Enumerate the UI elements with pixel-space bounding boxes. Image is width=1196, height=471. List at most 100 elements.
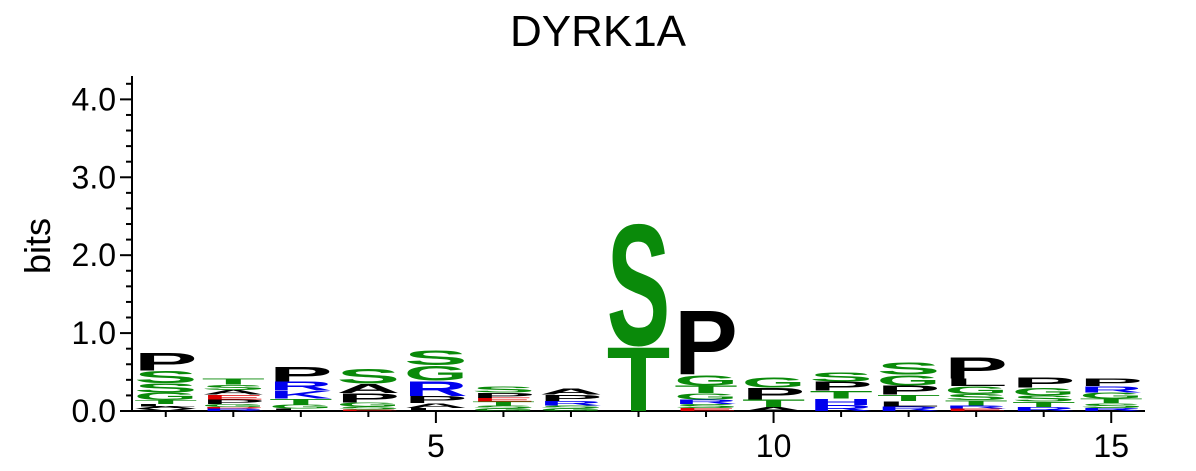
- logo-letter-G: G: [742, 374, 805, 391]
- logo-letter-R: R: [877, 405, 940, 412]
- logo-letter-G: G: [674, 372, 737, 389]
- y-tick-label: 3.0: [72, 159, 116, 195]
- logo-letter-S: S: [337, 406, 400, 411]
- logo-letter-R: R: [674, 398, 737, 405]
- logo-letter-P: P: [1079, 376, 1142, 388]
- logo-letter-P: P: [944, 351, 1007, 385]
- logo-letter-G: G: [1079, 391, 1142, 401]
- logo-letter-P: P: [337, 391, 400, 405]
- logo-letter-V: V: [134, 408, 198, 412]
- logo-letter-G: G: [337, 402, 400, 408]
- logo-letter-T: T: [134, 399, 198, 405]
- logo-letter-A: A: [742, 406, 805, 412]
- logo-letter-G: G: [202, 403, 265, 408]
- logo-letter-T: T: [202, 377, 265, 387]
- x-tick-label: 10: [756, 428, 792, 464]
- logo-letter-E: E: [202, 394, 265, 401]
- y-tick-label: 2.0: [72, 237, 116, 273]
- y-tick-label: 4.0: [72, 81, 116, 117]
- logo-letter-P: P: [134, 348, 197, 376]
- logo-letter-G: G: [134, 390, 197, 402]
- logo-letter-L: L: [269, 408, 332, 412]
- logo-letter-S: S: [809, 370, 872, 384]
- logo-letter-S: S: [134, 368, 197, 387]
- logo-letter-S: S: [472, 405, 535, 410]
- logo-letter-T: T: [269, 397, 332, 407]
- logo-letter-D: D: [202, 407, 265, 409]
- logo-letter-G: G: [944, 384, 1007, 396]
- logo-letter-T: T: [1012, 400, 1075, 409]
- logo-letter-R: R: [404, 377, 467, 401]
- logo-letter-P: P: [674, 291, 737, 394]
- logo-letter-S: S: [134, 381, 197, 395]
- logo-letter-G: G: [539, 408, 602, 412]
- logo-letter-S: S: [877, 359, 940, 378]
- logo-letter-T: T: [674, 383, 737, 395]
- x-tick-label: 15: [1093, 428, 1129, 464]
- logo-letter-R: R: [809, 403, 872, 413]
- letters-layer: VALTGSSPRDGPEASTLGTKRPESGPASLAPRGSGSTEPS…: [134, 189, 1143, 431]
- logo-letter-E: E: [472, 397, 535, 403]
- logo-letter-A: A: [134, 406, 197, 410]
- logo-letter-P: P: [269, 362, 332, 386]
- logo-letter-T: T: [809, 389, 872, 401]
- logo-letter-R: R: [944, 405, 1007, 410]
- logo-letter-T: T: [877, 393, 940, 403]
- logo-letter-G: G: [472, 408, 535, 412]
- logo-letter-G: G: [877, 372, 940, 389]
- logo-letter-P: P: [404, 395, 467, 406]
- logo-letter-S: S: [472, 385, 535, 395]
- logo-letter-L: L: [404, 407, 467, 412]
- logo-letter-S: S: [607, 189, 670, 382]
- logo-letter-S: S: [1012, 394, 1075, 404]
- logo-letter-L: L: [877, 399, 940, 408]
- y-axis-label: bits: [17, 218, 58, 274]
- logo-letter-P: P: [472, 391, 535, 399]
- logo-letter-L: L: [944, 376, 1007, 388]
- logo-letter-R: R: [1012, 406, 1075, 412]
- logo-letter-A: A: [404, 402, 467, 409]
- logo-letter-P: P: [1012, 374, 1075, 391]
- logo-letter-S: S: [944, 392, 1007, 402]
- x-tick-label: 5: [427, 428, 445, 464]
- logo-letter-A: A: [202, 389, 265, 396]
- logo-letter-R: R: [539, 400, 602, 407]
- logo-letter-S: S: [674, 403, 737, 409]
- chart-title: DYRK1A: [510, 7, 687, 56]
- logo-letter-S: S: [404, 346, 467, 370]
- logo-letter-S: S: [1079, 402, 1142, 409]
- logo-letter-E: E: [337, 409, 400, 411]
- logo-letter-G: G: [404, 361, 467, 385]
- logo-letter-S: S: [202, 383, 265, 391]
- logo-letter-T: T: [607, 328, 670, 431]
- logo-letter-A: A: [539, 387, 602, 397]
- axes-layer: 0.0 1.0 2.0 3.0 4.0 5 10 15: [72, 76, 1145, 464]
- logo-letter-R: R: [202, 408, 265, 412]
- logo-letter-T: T: [944, 399, 1007, 408]
- logo-letter-T: T: [742, 397, 805, 409]
- logo-letter-S: S: [337, 364, 400, 388]
- logo-letter-R: R: [1079, 407, 1142, 412]
- logo-letter-L: L: [134, 403, 197, 407]
- logo-letter-E: E: [674, 407, 737, 412]
- logo-letter-R: R: [1080, 385, 1143, 395]
- logo-letter-T: T: [472, 401, 536, 407]
- logo-letter-P: P: [877, 383, 940, 397]
- logo-letter-G: G: [1012, 386, 1075, 398]
- logo-letter-P: P: [742, 385, 805, 403]
- logo-letter-P: P: [539, 393, 602, 403]
- logo-letter-K: K: [269, 389, 332, 401]
- y-tick-label: 0.0: [72, 393, 116, 429]
- logo-letter-S: S: [539, 405, 602, 410]
- logo-letter-G: G: [269, 404, 332, 410]
- logo-letter-R: R: [269, 379, 332, 393]
- logo-letter-P: P: [809, 379, 872, 393]
- logo-letter-P: P: [202, 398, 265, 405]
- logo-letter-H: H: [809, 397, 872, 407]
- logo-letter-E: E: [944, 408, 1007, 412]
- logo-letter-T: T: [1079, 397, 1143, 404]
- y-tick-label: 1.0: [72, 315, 116, 351]
- logo-letter-G: G: [674, 392, 737, 402]
